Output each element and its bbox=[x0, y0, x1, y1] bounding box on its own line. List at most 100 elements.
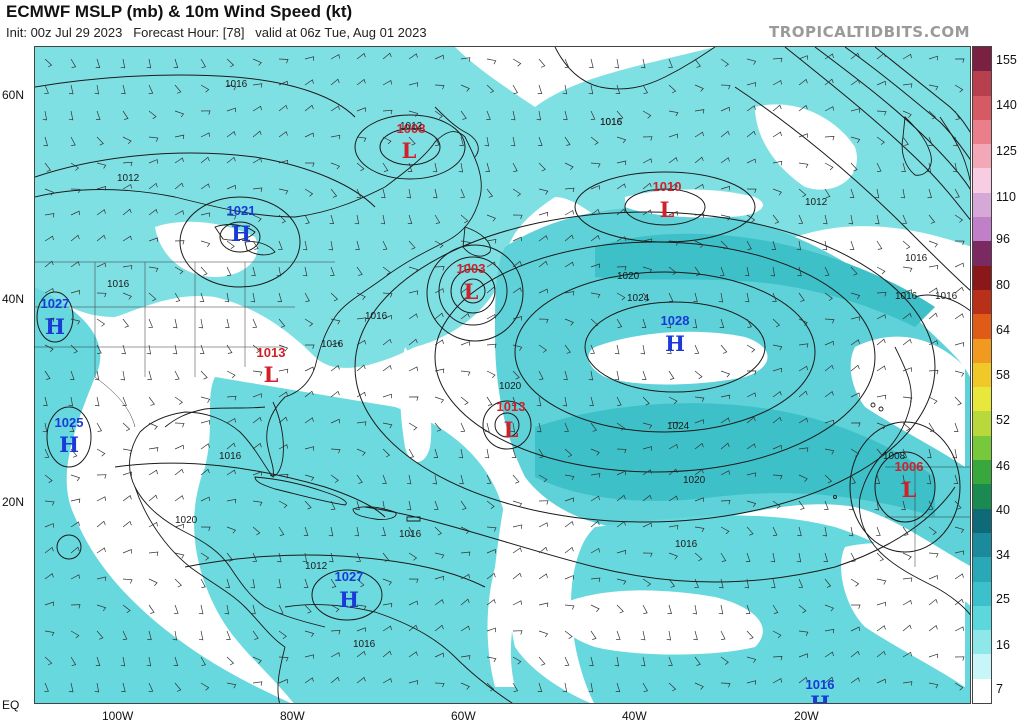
colorbar-tick-label: 7 bbox=[996, 682, 1003, 696]
wind-barb bbox=[772, 188, 782, 196]
wind-barb bbox=[954, 550, 965, 555]
wind-barb bbox=[564, 497, 574, 502]
colorbar-tick-label: 110 bbox=[996, 190, 1016, 204]
wind-barb bbox=[96, 576, 107, 581]
wind-barb bbox=[122, 235, 132, 242]
wind-barb bbox=[720, 58, 730, 67]
wind-barb bbox=[382, 338, 392, 346]
isobar-value-label: 1012 bbox=[400, 121, 423, 132]
wind-barb bbox=[850, 162, 858, 172]
wind-barb bbox=[330, 292, 339, 302]
wind-barb bbox=[614, 58, 620, 69]
wind-barb bbox=[304, 214, 310, 224]
wind-barb bbox=[694, 240, 704, 248]
wind-barb bbox=[44, 630, 55, 637]
wind-barb bbox=[720, 344, 728, 354]
wind-barb bbox=[796, 552, 802, 563]
wind-barb bbox=[382, 80, 392, 86]
wind-barb bbox=[953, 474, 959, 484]
wind-barb bbox=[122, 265, 133, 270]
wind-barb bbox=[330, 162, 341, 170]
wind-barb bbox=[252, 344, 261, 354]
wind-barb bbox=[798, 343, 809, 348]
wind-barb bbox=[798, 214, 804, 224]
wind-barb bbox=[928, 55, 938, 61]
wind-barb bbox=[720, 240, 728, 250]
isobar-value-label: 1024 bbox=[627, 293, 650, 304]
wind-barb bbox=[616, 266, 627, 271]
wind-barb bbox=[250, 292, 256, 303]
colorbar-segment bbox=[973, 532, 991, 558]
wind-barb bbox=[433, 448, 439, 458]
colorbar-segment bbox=[973, 314, 991, 340]
colorbar-tick-label: 140 bbox=[996, 98, 1017, 112]
wind-barb bbox=[484, 448, 490, 459]
wind-barb bbox=[902, 266, 913, 273]
wind-barb bbox=[330, 318, 341, 325]
wind-barb bbox=[824, 106, 834, 112]
wind-barb bbox=[928, 396, 938, 405]
wind-barb bbox=[200, 443, 210, 450]
isobar-value-label: 1016 bbox=[321, 339, 344, 350]
wind-barb bbox=[44, 188, 54, 196]
wind-barb bbox=[538, 522, 548, 528]
wind-barb bbox=[876, 365, 886, 372]
wind-barb bbox=[876, 394, 887, 400]
wind-barb bbox=[486, 627, 496, 633]
wind-barb bbox=[44, 58, 53, 68]
wind-barb bbox=[902, 624, 912, 632]
wind-barb bbox=[772, 604, 779, 614]
wind-barb bbox=[694, 156, 704, 164]
wind-barb bbox=[564, 187, 575, 193]
wind-barb bbox=[330, 188, 338, 198]
wind-barb bbox=[563, 370, 568, 381]
wind-barb bbox=[746, 130, 756, 138]
wind-barb bbox=[408, 338, 418, 346]
wind-barb bbox=[252, 681, 263, 686]
wind-barb bbox=[850, 266, 858, 276]
wind-barb bbox=[460, 396, 469, 406]
wind-barb bbox=[798, 630, 809, 636]
wind-barb bbox=[720, 130, 730, 138]
wind-barb bbox=[538, 630, 549, 638]
isobar-value-label: 1024 bbox=[667, 421, 690, 432]
wind-barb bbox=[928, 574, 938, 580]
wind-barb bbox=[928, 240, 938, 248]
wind-barb bbox=[538, 260, 548, 268]
wind-barb bbox=[616, 160, 627, 166]
system-pressure-label: 1025 bbox=[55, 415, 84, 430]
wind-barb bbox=[146, 58, 152, 69]
wind-barb bbox=[668, 157, 678, 164]
wind-barb bbox=[122, 136, 132, 145]
colorbar-segment bbox=[973, 192, 991, 218]
wind-barb bbox=[746, 214, 756, 223]
wind-barb bbox=[356, 474, 363, 484]
wind-barb bbox=[224, 604, 230, 615]
wind-barb bbox=[278, 630, 287, 639]
wind-barb bbox=[798, 188, 807, 198]
wind-barb bbox=[174, 552, 185, 559]
wind-barb bbox=[668, 495, 678, 502]
wind-barb bbox=[512, 474, 520, 484]
wind-barb bbox=[304, 318, 314, 327]
wind-barb bbox=[200, 183, 210, 190]
wind-barb bbox=[44, 235, 54, 242]
wind-barb bbox=[226, 469, 236, 476]
wind-barb bbox=[70, 498, 81, 504]
wind-barb bbox=[694, 58, 701, 68]
wind-barb bbox=[588, 84, 594, 95]
wind-barb bbox=[512, 344, 523, 351]
wind-barb bbox=[460, 625, 470, 632]
wind-barb bbox=[798, 604, 807, 614]
wind-barb bbox=[406, 474, 412, 485]
wind-barb bbox=[668, 110, 679, 117]
wind-barb bbox=[902, 577, 913, 582]
wind-barb bbox=[356, 421, 367, 426]
wind-barb bbox=[902, 599, 912, 606]
wind-barb bbox=[278, 678, 288, 684]
wind-barb bbox=[772, 292, 777, 302]
wind-barb bbox=[876, 678, 886, 684]
wind-barb bbox=[798, 292, 805, 302]
wind-barb bbox=[225, 578, 231, 588]
wind-barb bbox=[434, 682, 445, 688]
